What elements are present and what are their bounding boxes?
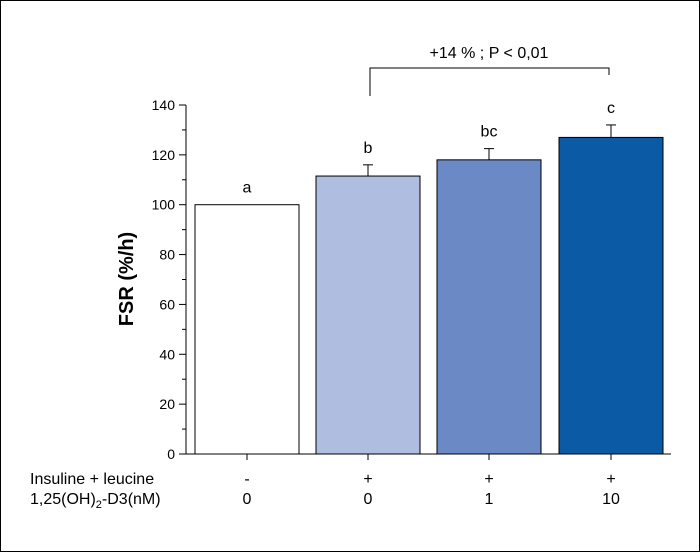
y-tick-label-140: 140: [152, 97, 176, 113]
significance-letter-3: bc: [481, 124, 498, 141]
condition-row-2-value-4: 10: [602, 491, 620, 508]
condition-row-2-suffix: -D3(nM): [102, 491, 161, 508]
condition-row-2-value-1: 0: [243, 491, 252, 508]
y-tick-label-20: 20: [159, 396, 175, 412]
condition-row-2-value-3: 1: [485, 491, 494, 508]
significance-label: +14 % ; P < 0,01: [430, 45, 549, 62]
y-tick-label-80: 80: [159, 247, 175, 263]
y-tick-label-100: 100: [152, 197, 176, 213]
condition-row-1-value-3: +: [484, 471, 493, 488]
significance-letter-4: c: [607, 100, 615, 117]
bar-1: [194, 204, 300, 455]
bar-3: [436, 159, 542, 455]
condition-row-2-subscript: 2: [96, 499, 102, 511]
y-tick-label-40: 40: [159, 346, 175, 362]
bar-layer: [194, 124, 664, 455]
y-axis-title: FSR (%/h): [116, 232, 138, 326]
axis-layer: 0 20 40 60 80 100 120 140: [152, 97, 671, 462]
significance-letter-2: b: [364, 140, 373, 157]
condition-row-1-name: Insuline + leucine: [30, 471, 154, 488]
condition-row-1-value-4: +: [606, 471, 615, 488]
y-tick-label-120: 120: [152, 147, 176, 163]
bar-4: [558, 136, 664, 455]
significance-bracket: [369, 67, 610, 96]
condition-row-2-name: 1,25(OH)2-D3(nM): [30, 491, 161, 511]
y-tick-label-60: 60: [159, 296, 175, 312]
condition-row-2-value-2: 0: [364, 491, 373, 508]
y-tick-label-0: 0: [167, 446, 175, 462]
significance-letter-1: a: [243, 180, 252, 197]
bar-2: [315, 175, 421, 455]
condition-row-2-prefix: 1,25(OH): [30, 491, 96, 508]
condition-row-1-value-2: +: [363, 471, 372, 488]
annotation-layer: a b bc c - + + +0 0 1 10: [243, 100, 620, 508]
condition-row-1-value-1: -: [244, 471, 249, 488]
